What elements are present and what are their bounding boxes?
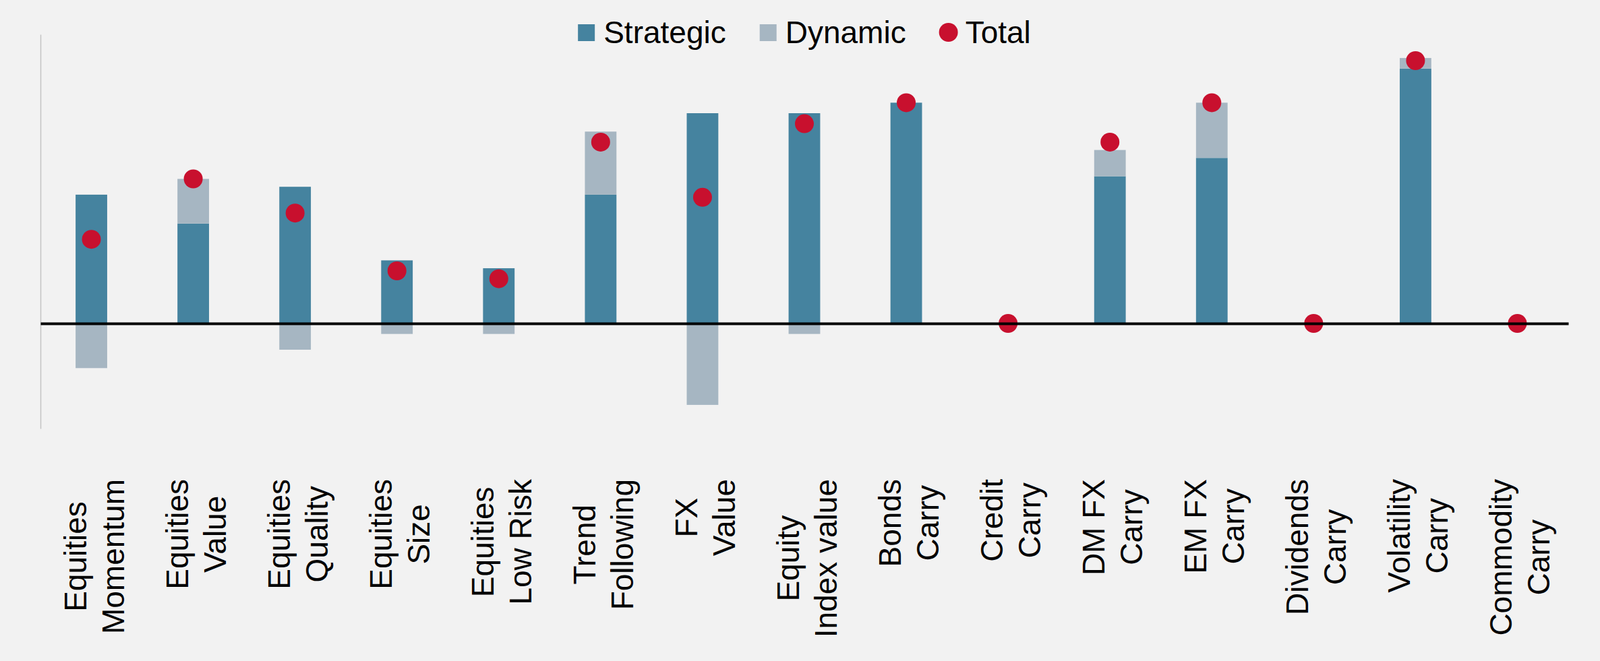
- legend-label: Dynamic: [785, 14, 907, 50]
- x-tick: BondsCarry: [872, 479, 946, 568]
- x-tick: VolatilityCarry: [1381, 479, 1455, 594]
- legend-symbol: [939, 22, 959, 42]
- legend: Strategic Dynamic Total: [577, 14, 1031, 50]
- y-axis: [40, 35, 42, 430]
- x-tick-label: Equities: [261, 479, 297, 590]
- bar: [1094, 150, 1127, 177]
- x-tick-label: Equities: [159, 479, 195, 590]
- point: [184, 169, 203, 189]
- x-tick: EquitiesSize: [363, 479, 437, 590]
- bar: [584, 194, 617, 324]
- plot-marks: [75, 51, 1527, 406]
- x-tick-label: Low Risk: [502, 478, 539, 606]
- bar: [279, 323, 311, 350]
- legend-label: Total: [965, 14, 1031, 50]
- x-tick-label: Carry: [1113, 489, 1149, 566]
- bar: [687, 323, 719, 406]
- x-tick-label: Equities: [363, 479, 399, 590]
- x-tick-label: Carry: [1012, 482, 1048, 559]
- x-tick-label: Carry: [910, 485, 946, 561]
- point: [1405, 51, 1425, 71]
- bar-series: [75, 68, 1432, 324]
- x-tick: EquitiesValue: [159, 479, 233, 590]
- bar: [279, 186, 311, 324]
- bar: [1399, 68, 1432, 324]
- point: [285, 203, 305, 223]
- point: [82, 229, 102, 249]
- legend-item: Dynamic: [759, 14, 907, 50]
- point-series: [82, 51, 1528, 334]
- bar: [1094, 176, 1127, 324]
- x-tick-label: Commodity: [1483, 479, 1519, 637]
- x-tick-label: FX: [668, 498, 704, 539]
- x-tick: CommodityCarry: [1483, 479, 1557, 637]
- legend-symbol: [759, 24, 777, 42]
- x-axis: EquitiesMomentumEquitiesValueEquitiesQua…: [41, 324, 1569, 639]
- x-tick: CreditCarry: [974, 479, 1048, 563]
- legend-label: Strategic: [603, 14, 727, 50]
- x-tick-label: Volatility: [1381, 479, 1417, 594]
- x-tick-label: Bonds: [872, 479, 908, 568]
- point: [1100, 132, 1120, 152]
- x-tick-label: Carry: [1215, 488, 1251, 565]
- point: [794, 114, 814, 134]
- x-tick-label: Size: [401, 504, 437, 565]
- bar: [75, 194, 108, 324]
- x-tick-label: Equities: [57, 501, 94, 613]
- legend-symbol: [577, 24, 595, 42]
- x-tick-label: DM FX: [1076, 479, 1112, 576]
- x-tick-label: EM FX: [1177, 479, 1213, 575]
- x-tick: EquitiesLow Risk: [465, 478, 539, 606]
- x-tick-label: Index value: [808, 479, 844, 638]
- bar: [75, 323, 108, 369]
- point: [693, 188, 713, 207]
- x-tick-label: Equities: [465, 486, 501, 598]
- x-tick-label: Trend: [567, 505, 603, 585]
- x-tick-label: Carry: [1317, 509, 1353, 586]
- x-tick: DM FXCarry: [1076, 479, 1149, 576]
- bar: [482, 268, 515, 324]
- point: [489, 269, 509, 289]
- bar: [788, 113, 821, 324]
- chart: EquitiesMomentumEquitiesValueEquitiesQua…: [0, 0, 1600, 661]
- x-tick: EM FXCarry: [1177, 479, 1251, 575]
- legend-item: Strategic: [577, 14, 727, 50]
- x-tick: TrendFollowing: [567, 479, 640, 611]
- x-tick-label: Following: [604, 479, 640, 611]
- bar: [687, 113, 719, 324]
- legend-item: Total: [939, 14, 1031, 50]
- bar: [1196, 157, 1228, 324]
- x-tick: FXValue: [668, 479, 742, 557]
- point: [387, 261, 407, 281]
- x-axis-line: [41, 322, 1569, 326]
- bar: [177, 223, 210, 324]
- x-tick-label: Quality: [299, 486, 335, 583]
- bar: [584, 131, 617, 195]
- x-tick-label: Value: [706, 479, 742, 557]
- point: [896, 93, 916, 112]
- x-tick: EquityIndex value: [770, 479, 844, 638]
- x-tick-label: Value: [197, 496, 233, 574]
- x-tick-label: Momentum: [95, 479, 131, 635]
- y-axis-line: [40, 35, 42, 430]
- x-tick-label: Carry: [1521, 519, 1557, 596]
- point: [1202, 93, 1222, 112]
- x-tick: EquitiesQuality: [261, 479, 335, 590]
- x-tick: EquitiesMomentum: [57, 479, 131, 635]
- x-tick-label: Carry: [1419, 498, 1455, 574]
- point: [591, 132, 611, 152]
- bar: [380, 260, 413, 324]
- bar-series: [75, 57, 1432, 406]
- x-tick-label: Equity: [770, 515, 806, 603]
- bar: [890, 102, 923, 324]
- x-tick: DividendsCarry: [1279, 479, 1353, 616]
- x-tick-label: Dividends: [1279, 479, 1315, 616]
- x-tick-label: Credit: [974, 479, 1010, 563]
